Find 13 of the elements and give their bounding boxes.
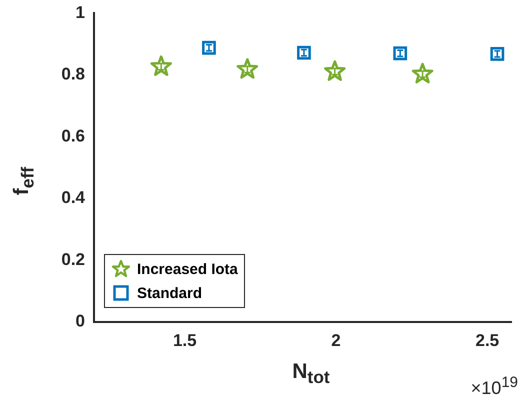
legend-label: Standard <box>137 284 202 302</box>
text: ×10$^{19}$ <box>470 374 518 399</box>
y-tick-label: 1 <box>76 2 85 22</box>
x-tick-label: 1.5 <box>172 330 197 350</box>
x-axis-title: N$_{tot}$ <box>292 360 330 388</box>
y-tick-label: 0.2 <box>61 250 85 269</box>
x-tick-label: 2 <box>331 330 341 350</box>
y-tick-label: 0 <box>76 312 85 331</box>
y-tick-label: 0.4 <box>61 188 86 208</box>
y-tick-label: 0.8 <box>61 64 85 84</box>
y-tick-label: 0.6 <box>61 126 85 146</box>
x-tick-label: 2.5 <box>475 330 500 350</box>
legend-label: Increased Iota <box>137 260 238 278</box>
